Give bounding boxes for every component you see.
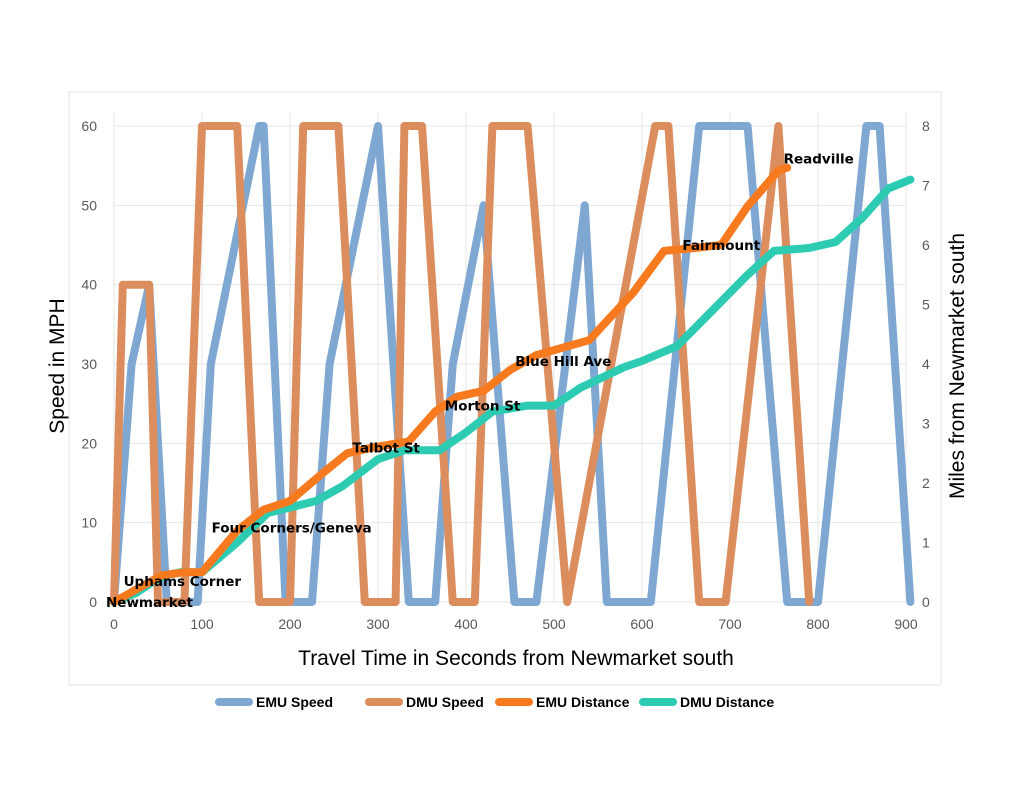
x-tick-label: 200 <box>278 616 302 632</box>
series-emu-distance <box>110 163 792 606</box>
y-tick-label: 20 <box>81 435 97 451</box>
station-label: Morton St <box>445 399 521 415</box>
y2-tick-label: 6 <box>922 237 930 253</box>
legend-label: DMU Speed <box>406 694 484 710</box>
y-tick-label: 30 <box>81 356 97 372</box>
y2-tick-label: 2 <box>922 475 930 491</box>
y2-tick-label: 8 <box>922 118 930 134</box>
station-label: Readville <box>784 152 854 168</box>
y-axis-title: Speed in MPH <box>46 298 69 433</box>
y2-axis-title: Miles from Newmarket south <box>946 233 969 499</box>
legend: EMU Speed DMU Speed EMU Distance DMU Distan… <box>215 694 774 710</box>
y-tick-label: 40 <box>81 277 97 293</box>
station-label: Newmarket <box>106 595 194 611</box>
station-label: Blue Hill Ave <box>515 354 611 370</box>
station-label: Fairmount <box>682 238 760 254</box>
y-tick-label: 60 <box>81 118 97 134</box>
series-lines <box>110 122 915 606</box>
y2-tick-label: 7 <box>922 178 930 194</box>
y2-tick-label: 5 <box>922 297 930 313</box>
x-tick-label: 100 <box>190 616 214 632</box>
tick-labels: 0 100 200 300 400 500 600 700 800 900010203040506… <box>81 118 930 632</box>
legend-label: DMU Distance <box>680 694 774 710</box>
station-label: Talbot St <box>352 440 420 456</box>
station-labels: Newmarket Uphams Corner Four Corners/Genev… <box>106 152 854 611</box>
legend-label: EMU Speed <box>256 694 333 710</box>
x-tick-label: 0 <box>110 616 118 632</box>
x-tick-label: 700 <box>718 616 742 632</box>
y-tick-label: 10 <box>81 515 97 531</box>
x-tick-label: 600 <box>630 616 654 632</box>
x-tick-label: 900 <box>894 616 918 632</box>
x-tick-label: 300 <box>366 616 390 632</box>
station-label: Uphams Corner <box>124 574 242 590</box>
legend-label: EMU Distance <box>536 694 630 710</box>
x-axis-title: Travel Time in Seconds from Newmarket so… <box>298 647 734 670</box>
y2-tick-label: 1 <box>922 535 930 551</box>
station-label: Four Corners/Geneva <box>212 521 372 537</box>
x-tick-label: 800 <box>806 616 830 632</box>
y-tick-label: 50 <box>81 197 97 213</box>
x-tick-label: 500 <box>542 616 566 632</box>
y2-tick-label: 4 <box>922 356 930 372</box>
y2-tick-label: 0 <box>922 594 930 610</box>
series-dmu-speed <box>110 122 814 606</box>
x-tick-label: 400 <box>454 616 478 632</box>
y2-tick-label: 3 <box>922 416 930 432</box>
y-tick-label: 0 <box>89 594 97 610</box>
